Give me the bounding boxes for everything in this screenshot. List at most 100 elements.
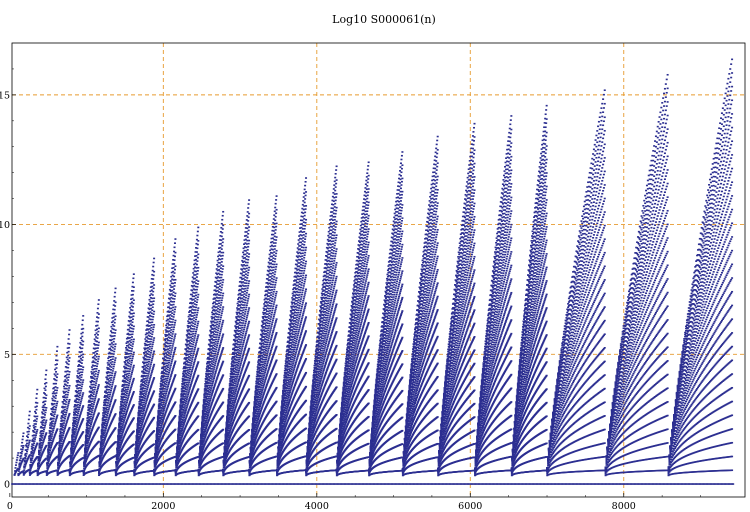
data-point [119,415,121,417]
data-point [150,286,152,288]
data-point [129,368,131,370]
data-point [63,381,65,383]
data-point [129,390,131,392]
data-point [147,396,149,398]
data-point [112,358,114,360]
data-point [21,445,23,447]
data-point [174,415,176,417]
data-point [63,391,65,393]
data-point [140,386,142,388]
data-point [34,411,36,413]
data-point [111,375,113,377]
data-point [149,299,151,301]
data-point [168,380,170,382]
data-point [130,388,132,390]
data-point [81,328,83,330]
data-point [71,441,73,443]
data-point [52,393,54,395]
data-point [168,336,170,338]
data-point [65,366,67,368]
data-point [70,447,72,449]
data-point [73,414,75,416]
data-point [170,363,172,365]
data-point [131,385,133,387]
data-point [127,389,129,391]
data-point [152,270,154,272]
data-point [143,347,145,349]
data-point [133,378,135,380]
data-point [145,336,147,338]
data-point [111,384,113,386]
data-point [125,378,127,380]
data-point [167,378,169,380]
data-point [149,346,151,348]
data-point [107,421,109,423]
data-point [28,415,30,417]
data-point [149,380,151,382]
data-point [75,421,77,423]
data-point [125,342,127,344]
data-point [48,436,50,438]
data-point [71,445,73,447]
data-point [85,446,87,448]
data-point [127,329,129,331]
data-point [125,415,127,417]
data-point [148,371,150,373]
data-point [43,392,45,394]
data-point [151,348,153,350]
data-point [173,341,175,343]
data-point [144,355,146,357]
data-point [109,396,111,398]
data-point [120,403,122,405]
data-point [80,377,82,379]
data-point [166,382,168,384]
data-point [96,376,98,378]
data-point [67,406,69,408]
data-point [153,364,155,366]
data-point [166,354,168,356]
data-point [73,419,75,421]
data-point [147,385,149,387]
data-point [26,451,28,453]
data-point [174,361,176,363]
data-point [105,401,107,403]
data-point [35,397,37,399]
data-point [55,364,57,366]
data-point [81,383,83,385]
data-point [114,348,116,350]
data-point [133,352,135,354]
data-point [145,403,147,405]
data-point [126,391,128,393]
data-point [26,435,28,437]
data-point [81,408,83,410]
data-point [58,453,60,455]
data-point [171,347,173,349]
data-point [130,355,132,357]
data-point [85,438,87,440]
data-point [172,345,174,347]
data-point [143,359,145,361]
data-point [82,394,84,396]
data-point [145,392,147,394]
data-point [79,342,81,344]
data-point [85,435,87,437]
data-point [152,331,154,333]
data-point [72,430,74,432]
data-point [66,363,68,365]
data-point [112,394,114,396]
data-point [110,330,112,332]
data-point [67,343,69,345]
data-point [171,335,173,337]
data-point [163,360,165,362]
data-point [100,441,102,443]
data-point [150,282,152,284]
data-point [173,316,175,318]
data-point [152,356,154,358]
data-point [33,442,35,444]
data-point [150,293,152,295]
data-point [56,387,58,389]
data-point [46,463,48,465]
data-point [106,423,108,425]
data-point [92,389,94,391]
data-point [105,381,107,383]
